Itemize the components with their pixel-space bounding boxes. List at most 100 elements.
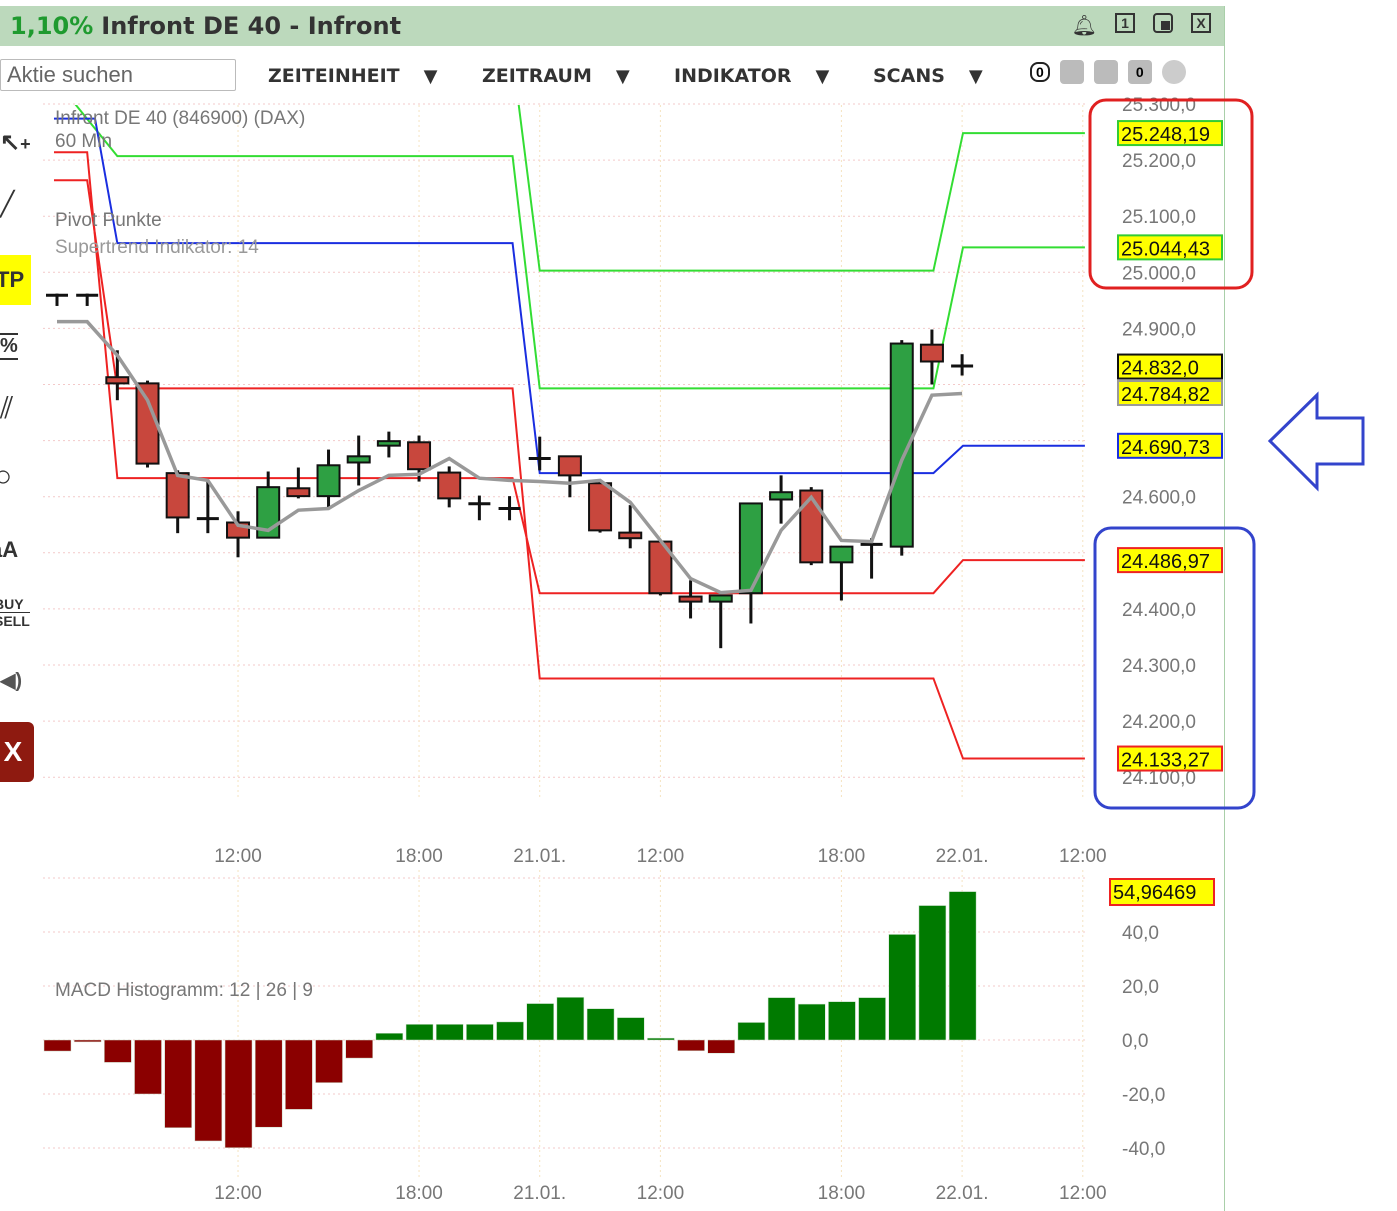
dropdown-arrow-icon: ▼ xyxy=(815,66,830,87)
macd-bar xyxy=(707,1039,735,1054)
macd-bar xyxy=(315,1039,343,1083)
legend-macd: MACD Histogramm: 12 | 26 | 9 xyxy=(55,980,314,1001)
time-tick-label: 12:00 xyxy=(1059,846,1107,867)
macd-bar xyxy=(586,1008,615,1041)
search-input[interactable]: Aktie suchen xyxy=(0,59,236,91)
bearish-candle xyxy=(799,489,824,564)
price-tick-label: 24.200,0 xyxy=(1122,712,1196,733)
moving-average-line xyxy=(57,319,963,595)
price-tick-label: 24.300,0 xyxy=(1122,656,1196,677)
time-tick-label: 18:00 xyxy=(395,846,443,867)
macd-bar xyxy=(43,1039,72,1052)
macd-last-value: 54,96469 xyxy=(1113,882,1196,904)
price-label-box xyxy=(1117,120,1223,147)
macd-bar xyxy=(435,1024,464,1041)
price-label: 25.044,43 xyxy=(1121,238,1210,260)
circle-tool-icon[interactable]: ○ xyxy=(0,460,13,493)
add-watchlist-icon[interactable] xyxy=(1093,60,1118,84)
level-line xyxy=(74,105,1085,390)
level-line xyxy=(53,117,1085,475)
close-window-button[interactable]: X xyxy=(1191,13,1211,33)
price-label: 24.133,27 xyxy=(1121,750,1210,772)
bell-icon[interactable]: 🔔︎ xyxy=(1071,15,1097,37)
price-tick-label: 24.100,0 xyxy=(1122,768,1196,789)
tp-tool-button[interactable]: TP xyxy=(0,255,31,305)
parallel-lines-icon[interactable]: ⫽ xyxy=(0,392,14,425)
macd-time-tick-label: 18:00 xyxy=(395,1183,443,1204)
bullish-candle xyxy=(346,455,371,464)
price-tick-label: 25.000,0 xyxy=(1122,263,1196,284)
macd-bar xyxy=(73,1039,102,1043)
menu-label: SCANS xyxy=(873,65,945,87)
price-label: 24.832,0 xyxy=(1121,358,1199,380)
dropdown-arrow-icon: ▼ xyxy=(423,66,438,87)
macd-bar xyxy=(888,934,917,1041)
cloud-icon[interactable] xyxy=(1161,60,1186,84)
price-label-box xyxy=(1117,234,1223,261)
macd-bar xyxy=(616,1017,645,1041)
price-label: 25.248,19 xyxy=(1121,124,1210,146)
percent-tool-button[interactable]: % xyxy=(0,333,18,360)
speaker-icon[interactable]: ◀︎) xyxy=(0,670,23,692)
bearish-candle xyxy=(437,471,462,500)
price-label-box xyxy=(1117,380,1223,407)
macd-bar xyxy=(194,1039,223,1142)
macd-bar xyxy=(858,997,886,1041)
time-tick-label: 18:00 xyxy=(818,846,866,867)
bullish-candle xyxy=(316,464,341,498)
macd-bar xyxy=(254,1039,283,1128)
menu-indikator[interactable]: INDIKATOR ▼ xyxy=(674,65,829,87)
window-title: Infront DE 40 - Infront xyxy=(101,12,402,40)
delete-drawings-button[interactable]: X xyxy=(0,722,34,782)
bullish-candle xyxy=(376,440,401,447)
text-tool-button[interactable]: aA xyxy=(0,537,19,562)
macd-bar xyxy=(134,1039,162,1095)
bullish-candle xyxy=(708,594,733,603)
bearish-candle xyxy=(105,376,130,385)
price-plot xyxy=(46,105,1085,760)
annotation-arrow-icon xyxy=(1267,391,1365,492)
macd-bar xyxy=(948,891,977,1041)
macd-bar xyxy=(496,1021,524,1041)
alert-count-badge[interactable]: 0 xyxy=(1030,62,1050,82)
menu-label: INDIKATOR xyxy=(674,65,792,87)
price-tick-label: 25.300,0 xyxy=(1122,95,1196,116)
bearish-candle xyxy=(678,595,703,603)
trendline-icon[interactable]: ╱ xyxy=(0,191,15,218)
layout-one-button[interactable]: 1 xyxy=(1115,13,1135,33)
time-tick-label: 21.01. xyxy=(513,846,566,867)
menu-zeiteinheit[interactable]: ZEITEINHEIT ▼ xyxy=(268,65,438,87)
macd-bar xyxy=(918,905,947,1041)
alarm-bell-icon[interactable] xyxy=(1059,60,1084,84)
menu-scans[interactable]: SCANS ▼ xyxy=(873,65,983,87)
macd-time-tick-label: 12:00 xyxy=(1059,1183,1107,1204)
time-tick-label: 12:00 xyxy=(214,846,262,867)
price-label: 24.690,73 xyxy=(1121,437,1210,459)
price-tick-label: 24.600,0 xyxy=(1122,488,1196,509)
macd-bar xyxy=(526,1003,554,1041)
level-line xyxy=(53,179,1085,760)
bullish-candle xyxy=(769,491,794,501)
macd-tick-label: -20,0 xyxy=(1122,1085,1165,1106)
detach-window-icon[interactable] xyxy=(1153,13,1173,33)
legend-interval: 60 Min xyxy=(55,131,113,152)
crosshair-cursor-icon[interactable]: ↖+ xyxy=(0,129,31,156)
price-label: 24.784,82 xyxy=(1121,384,1210,406)
price-label-box xyxy=(1117,547,1223,574)
price-label-box xyxy=(1117,745,1223,772)
annotation-blue-box xyxy=(1093,526,1256,810)
buy-label: BUY xyxy=(0,596,30,613)
macd-time-tick-label: 18:00 xyxy=(818,1183,866,1204)
bearish-candle xyxy=(286,487,311,498)
menu-zeitraum[interactable]: ZEITRAUM ▼ xyxy=(482,65,630,87)
macd-time-tick-label: 22.01. xyxy=(936,1183,989,1204)
toolbar: Aktie suchen ZEITEINHEIT ▼ ZEITRAUM ▼ INDI… xyxy=(0,46,1225,104)
price-tick-label: 25.100,0 xyxy=(1122,207,1196,228)
change-percent: 1,10% xyxy=(10,12,94,40)
folder-icon[interactable]: 0 xyxy=(1127,60,1152,84)
bullish-candle xyxy=(889,342,914,548)
buy-sell-button[interactable]: BUYSELL xyxy=(0,596,30,629)
macd-bar xyxy=(828,1001,856,1041)
bearish-candle xyxy=(557,455,582,477)
